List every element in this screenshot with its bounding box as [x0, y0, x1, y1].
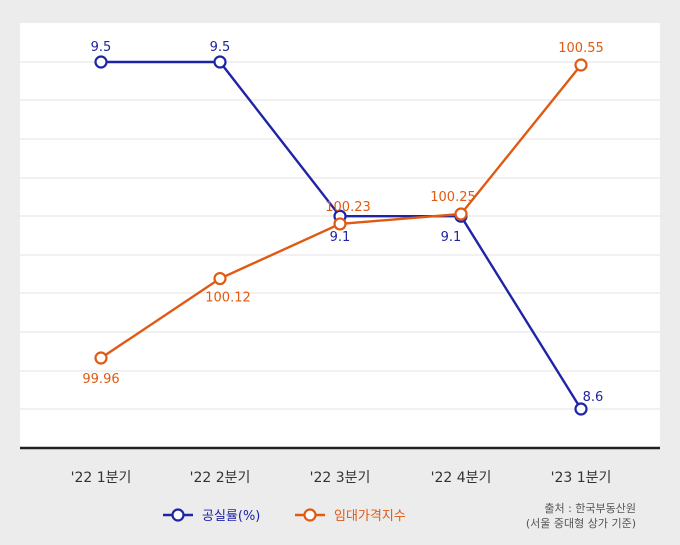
- data-label: 99.96: [82, 372, 119, 387]
- source-note-detail: (서울 중대형 상가 기준): [526, 517, 636, 530]
- data-label: 100.23: [325, 200, 371, 215]
- x-tick-label: '22 4분기: [431, 470, 492, 486]
- data-point: [213, 271, 227, 286]
- data-point: [574, 58, 588, 72]
- data-point: [213, 55, 227, 69]
- data-label: 9.1: [330, 230, 351, 245]
- data-point: [454, 207, 468, 221]
- legend-marker-vacancy: [171, 508, 185, 522]
- data-label: 100.55: [558, 41, 604, 56]
- x-tick-label: '22 1분기: [71, 470, 132, 486]
- data-point: [333, 217, 347, 231]
- x-tick-label: '22 2분기: [190, 470, 251, 486]
- legend-label-vacancy: 공실률(%): [202, 509, 260, 524]
- data-point: [94, 55, 108, 69]
- data-point: [94, 351, 108, 365]
- data-label: 9.5: [91, 40, 112, 55]
- x-tick-label: '22 3분기: [310, 470, 371, 486]
- data-label: 100.12: [205, 291, 251, 306]
- data-label: 9.5: [210, 40, 231, 55]
- legend-marker-rent-index: [303, 508, 317, 522]
- data-label: 8.6: [583, 390, 604, 405]
- legend-label-rent-index: 임대가격지수: [334, 509, 406, 524]
- plot-area: [20, 23, 660, 448]
- source-note: 출처 : 한국부동산원: [544, 502, 636, 515]
- x-tick-label: '23 1분기: [551, 470, 612, 486]
- data-point: [574, 402, 588, 416]
- data-label: 9.1: [441, 230, 462, 245]
- data-label: 100.25: [430, 190, 476, 205]
